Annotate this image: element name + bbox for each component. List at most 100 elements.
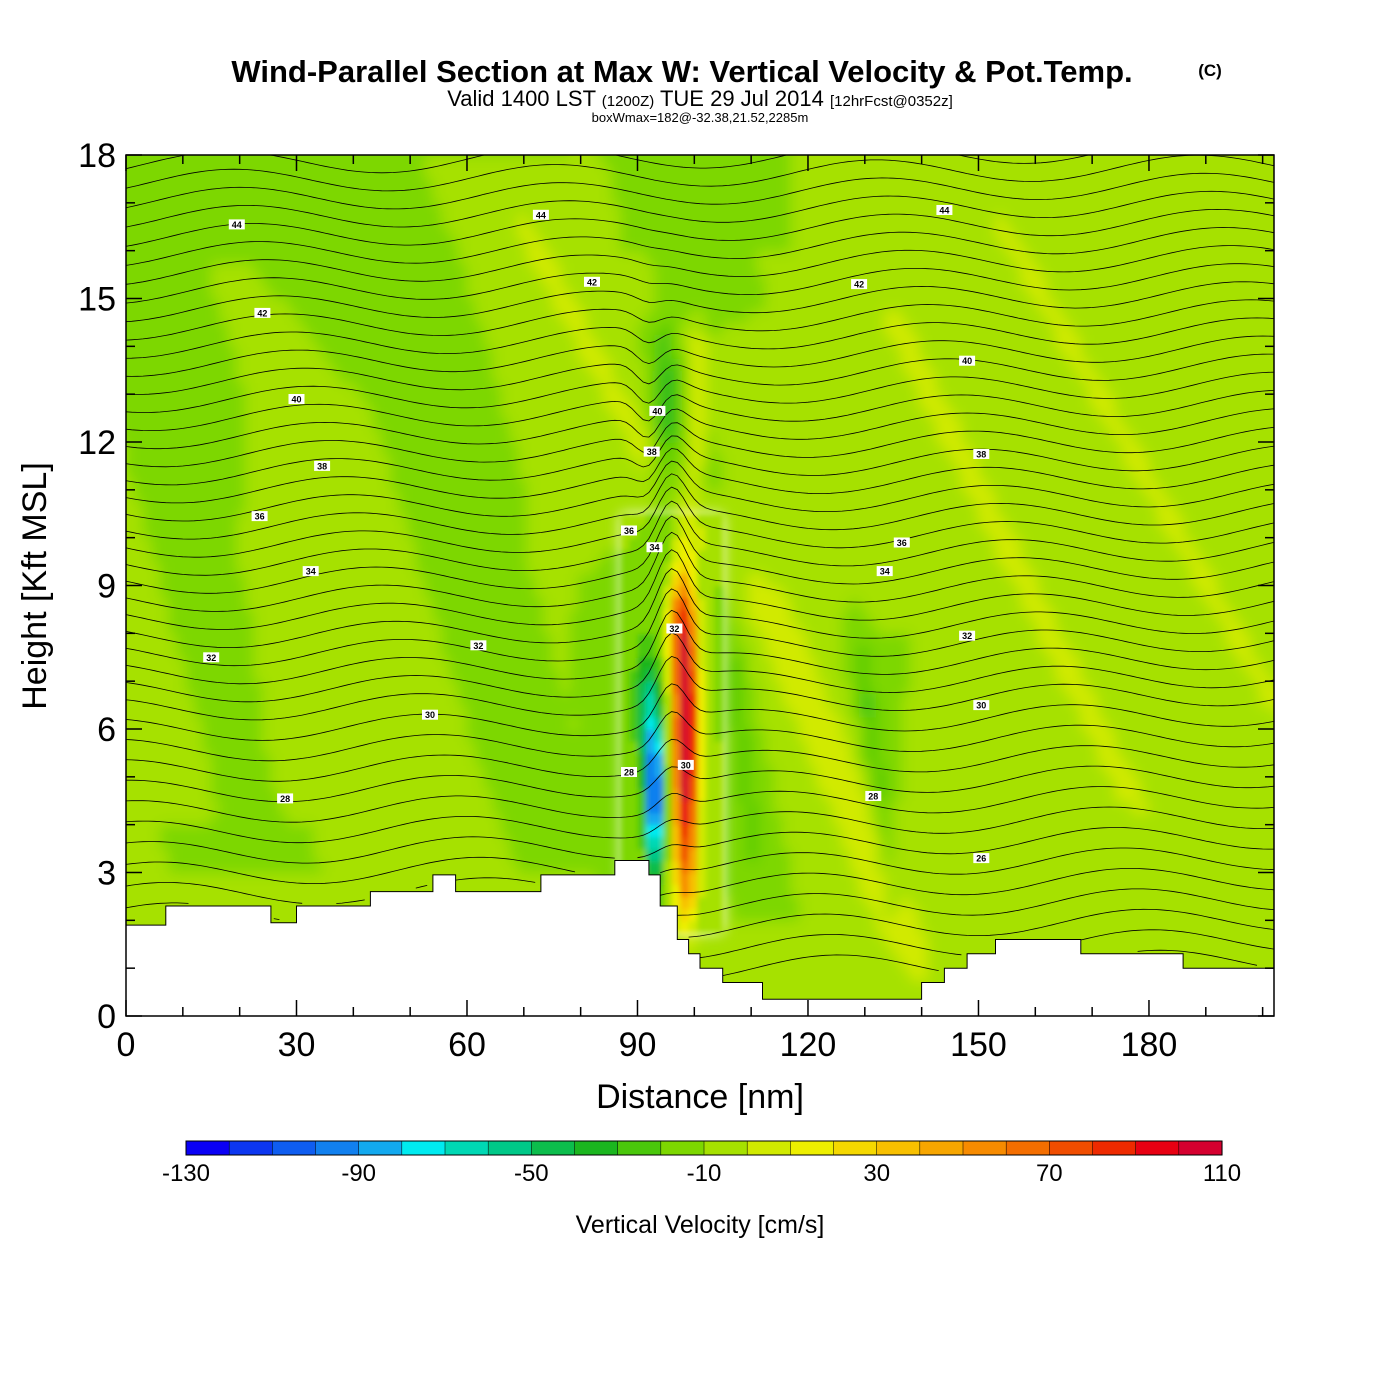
field-cell (219, 884, 229, 898)
field-cell (270, 573, 280, 587)
field-cell (407, 262, 417, 276)
field-cell (654, 382, 664, 395)
field-cell (449, 824, 459, 838)
field-cell (185, 155, 195, 168)
field-cell (484, 836, 494, 850)
field-cell (270, 657, 280, 670)
field-cell (322, 465, 332, 479)
field-cell (279, 800, 289, 814)
field-cell (484, 155, 494, 156)
field-cell (441, 681, 451, 694)
field-cell (586, 525, 596, 539)
field-cell (347, 298, 357, 312)
field-cell (296, 334, 306, 347)
field-cell (109, 645, 118, 658)
field-cell (236, 681, 246, 694)
field-cell (194, 1028, 203, 1041)
field-cell (560, 155, 570, 156)
field-cell (407, 394, 417, 407)
field-cell (109, 765, 118, 778)
field-cell (432, 286, 442, 300)
field-cell (202, 310, 212, 324)
field-cell (432, 525, 442, 539)
field-cell (168, 621, 178, 634)
field-cell (526, 202, 536, 216)
field-cell (109, 896, 118, 909)
field-cell (288, 561, 298, 575)
field-cell (705, 394, 715, 407)
field-cell (373, 513, 383, 527)
field-cell (364, 513, 374, 527)
field-cell (228, 812, 238, 826)
field-cell (381, 573, 391, 587)
field-cell (415, 752, 425, 766)
field-cell (398, 729, 408, 742)
field-cell (432, 322, 442, 335)
field-cell (219, 657, 229, 670)
field-cell (484, 382, 494, 395)
field-cell (475, 489, 485, 503)
field-cell (484, 860, 494, 874)
field-cell (313, 824, 323, 838)
field-cell (441, 513, 451, 527)
field-cell (347, 693, 357, 706)
field-cell (373, 609, 383, 622)
field-cell (509, 525, 519, 539)
field-cell (313, 776, 323, 790)
field-cell (663, 465, 673, 479)
valid-date: TUE 29 Jul 2014 (660, 86, 824, 111)
field-cell (177, 669, 187, 682)
field-cell (339, 729, 349, 742)
field-cell (288, 274, 298, 288)
field-cell (330, 776, 340, 790)
field-cell (697, 131, 706, 144)
field-cell (407, 418, 417, 431)
field-cell (501, 394, 511, 407)
field-cell (347, 465, 357, 479)
field-cell (381, 824, 391, 838)
field-cell (109, 263, 118, 276)
field-cell (526, 884, 536, 898)
field-cell (594, 573, 604, 587)
field-cell (194, 549, 204, 563)
field-cell (279, 465, 289, 479)
field-cell (270, 669, 280, 682)
field-cell (390, 884, 400, 898)
field-cell (543, 155, 553, 168)
field-cell (603, 1028, 612, 1041)
field-cell (194, 884, 204, 898)
field-cell (364, 202, 374, 216)
field-cell (305, 657, 315, 670)
field-cell (109, 215, 118, 228)
field-cell (194, 178, 204, 192)
field-cell (279, 155, 289, 168)
field-cell (594, 394, 604, 407)
field-cell (151, 334, 161, 347)
field-cell (168, 286, 178, 300)
field-cell (594, 788, 604, 802)
field-cell (373, 729, 383, 742)
field-cell (535, 573, 545, 587)
field-cell (526, 872, 536, 886)
field-cell (509, 513, 519, 527)
field-cell (611, 430, 621, 443)
field-cell (432, 561, 442, 575)
field-cell (347, 226, 357, 240)
field-cell (594, 836, 604, 850)
field-cell (390, 477, 400, 491)
field-cell (373, 573, 383, 587)
field-cell (151, 549, 161, 563)
field-cell (560, 717, 570, 730)
field-cell (595, 1028, 604, 1041)
field-cell (654, 262, 664, 276)
field-cell (194, 465, 204, 479)
field-cell (236, 238, 246, 252)
field-cell (356, 238, 366, 252)
field-cell (262, 131, 271, 144)
field-cell (211, 226, 221, 240)
field-cell (126, 741, 127, 754)
field-cell (560, 274, 570, 288)
field-cell (288, 621, 298, 634)
field-cell (313, 549, 323, 563)
field-cell (288, 250, 298, 264)
